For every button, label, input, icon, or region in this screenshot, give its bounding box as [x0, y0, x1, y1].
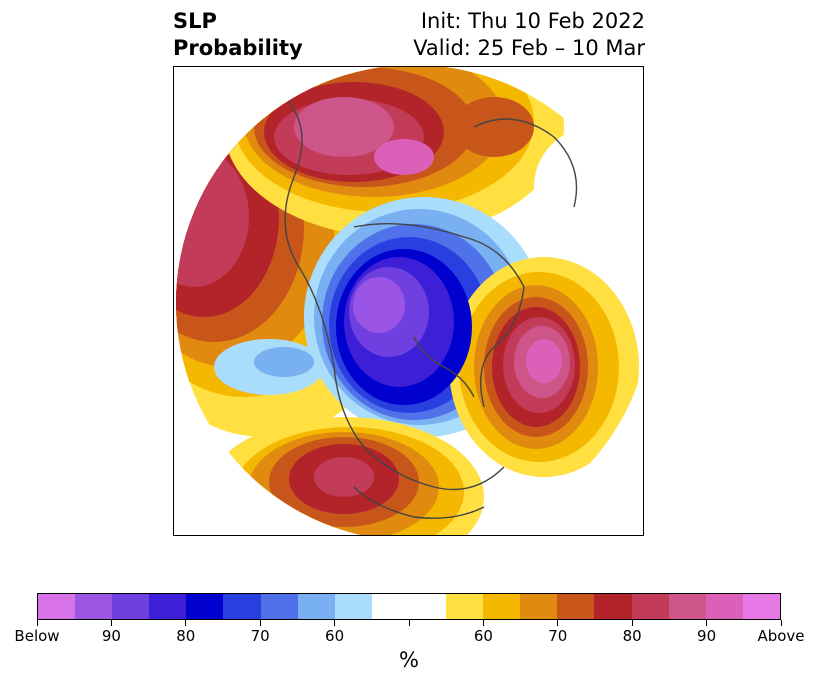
colorbar-segment	[223, 594, 261, 619]
colorbar-tick	[110, 620, 112, 626]
colorbar-segment	[557, 594, 595, 619]
colorbar-segment	[38, 594, 76, 619]
colorbar-tick	[36, 620, 38, 626]
colorbar-tick-label: 60	[325, 627, 345, 645]
colorbar-segment	[260, 594, 298, 619]
colorbar-segment	[75, 594, 113, 619]
title-variable: SLP	[173, 9, 217, 33]
colorbar-segment	[112, 594, 150, 619]
colorbar-segment	[668, 594, 706, 619]
colorbar	[37, 593, 781, 620]
colorbar-tick-label: 70	[548, 627, 568, 645]
colorbar-tick-label: 90	[101, 627, 121, 645]
colorbar-tick-label: 80	[622, 627, 642, 645]
colorbar-segment	[149, 594, 187, 619]
colorbar-segment	[594, 594, 632, 619]
valid-range-label: Valid: 25 Feb – 10 Mar	[413, 36, 645, 60]
colorbar-segment	[408, 594, 447, 619]
colorbar-tick-label: 90	[697, 627, 717, 645]
chart-title-left: SLP Probability	[173, 8, 303, 62]
colorbar-tick	[259, 620, 261, 626]
colorbar-segment	[631, 594, 669, 619]
title-quantity: Probability	[173, 36, 303, 60]
colorbar-tick-label: 70	[250, 627, 270, 645]
colorbar-tick	[706, 620, 708, 626]
colorbar-segment	[186, 594, 224, 619]
colorbar-tick	[185, 620, 187, 626]
colorbar-tick-label: 60	[473, 627, 493, 645]
colorbar-tick-label: Below	[14, 627, 60, 645]
colorbar-tick	[482, 620, 484, 626]
colorbar-segment	[371, 594, 409, 619]
colorbar-tick	[334, 620, 336, 626]
colorbar-segment	[483, 594, 521, 619]
colorbar-units-label: %	[399, 648, 419, 672]
colorbar-segment	[334, 594, 372, 619]
colorbar-segment	[297, 594, 335, 619]
init-date-label: Init: Thu 10 Feb 2022	[420, 9, 645, 33]
colorbar-tick-label: 80	[176, 627, 196, 645]
map-panel	[173, 66, 644, 536]
colorbar-tick	[631, 620, 633, 626]
colorbar-segment	[520, 594, 558, 619]
colorbar-tick	[557, 620, 559, 626]
colorbar-tick-label: Above	[757, 627, 805, 645]
colorbar-tick	[780, 620, 782, 626]
chart-title-right: Init: Thu 10 Feb 2022 Valid: 25 Feb – 10…	[413, 8, 645, 62]
colorbar-tick	[408, 620, 410, 626]
colorbar-segment	[742, 594, 780, 619]
probability-map	[176, 67, 643, 535]
colorbar-segment	[446, 594, 484, 619]
colorbar-segment	[705, 594, 743, 619]
